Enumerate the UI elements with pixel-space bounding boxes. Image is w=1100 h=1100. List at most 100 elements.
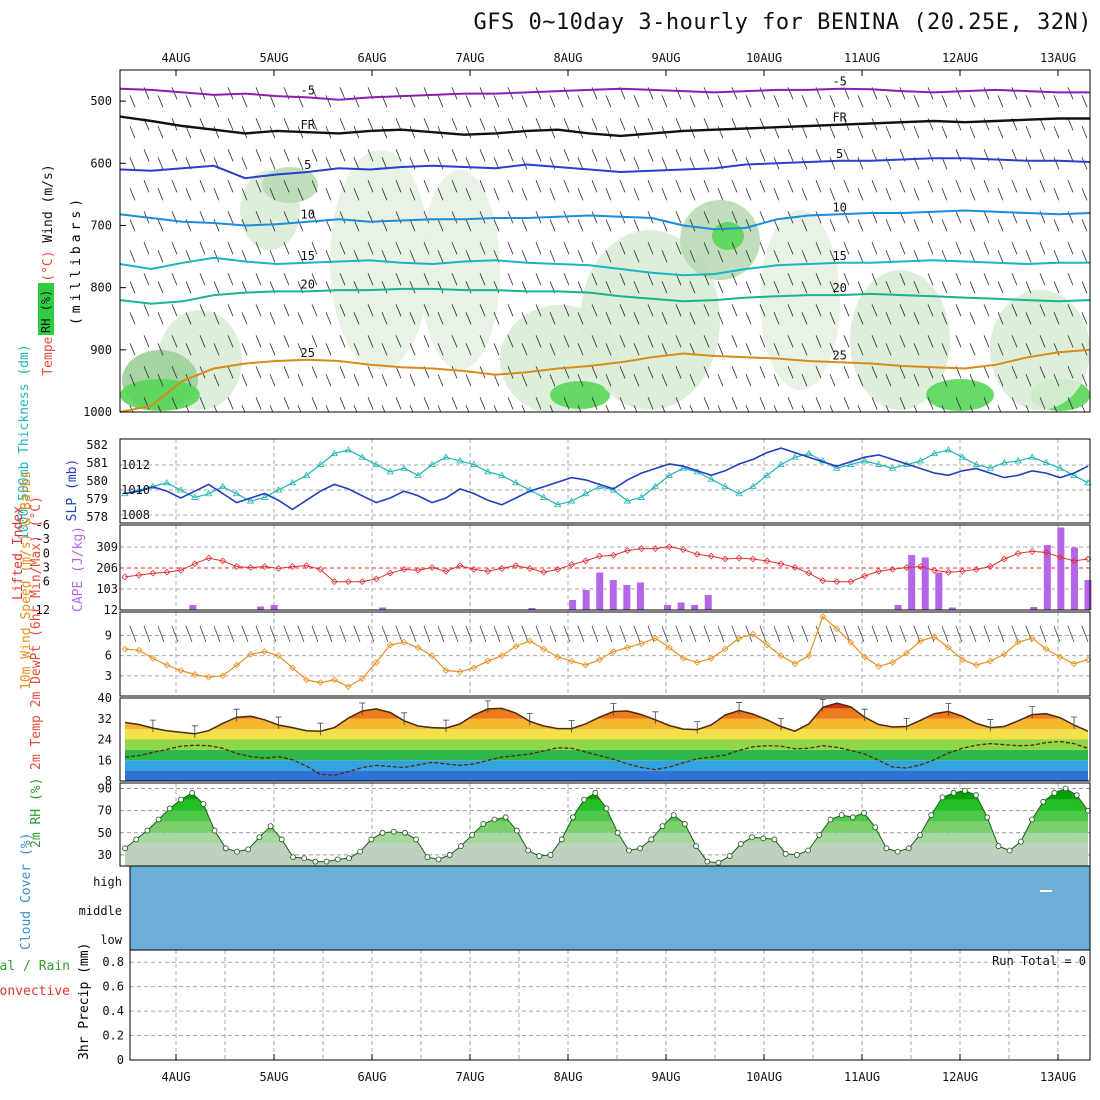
wind-barb [675, 87, 682, 100]
cloud-fill [130, 866, 1090, 950]
wind-barb [731, 366, 738, 379]
wind-marker [763, 641, 771, 649]
wind-barb [1039, 397, 1046, 410]
thickness-marker [1000, 458, 1008, 466]
cloud-level-label: low [100, 933, 122, 947]
wind-barb [913, 188, 920, 201]
wind-barb [493, 188, 500, 201]
wind-marker [721, 645, 729, 653]
wind-barb [227, 242, 234, 255]
rh-shading [850, 270, 950, 410]
wind-barb [619, 242, 626, 255]
wind-barb [129, 625, 137, 643]
isotherm-label: 5 [304, 158, 311, 172]
wind-barb [465, 126, 472, 139]
wind-tick: 9 [105, 629, 112, 643]
wind-barb [717, 625, 725, 643]
rh-shading [262, 167, 318, 203]
lifted-marker [875, 567, 883, 575]
wind-barb [311, 149, 318, 162]
rh-marker [200, 801, 207, 807]
wind-barb [227, 625, 235, 643]
wind-barb [199, 242, 206, 255]
wind-marker [749, 630, 757, 638]
wind-marker [386, 641, 394, 649]
wind-barb [1053, 188, 1060, 201]
wind-barb [913, 343, 920, 356]
wind-barb [577, 250, 584, 263]
wind-barb [409, 625, 417, 643]
wind-barb [689, 126, 696, 139]
dewpoint-line [124, 740, 1089, 776]
precip-ylabel: 3hr Precip (mm) [77, 943, 92, 1060]
rh-marker [133, 836, 140, 843]
rh-marker [838, 812, 845, 818]
wind-barb [325, 374, 332, 387]
wind-barb [395, 87, 402, 100]
date-label-bottom: 9AUG [652, 1070, 681, 1084]
wind-barb [661, 405, 666, 412]
rh-marker [704, 858, 711, 865]
wind-barb [409, 250, 416, 263]
wind-barb [815, 180, 822, 193]
wind-barb [507, 335, 514, 348]
lifted-marker [428, 564, 436, 571]
pressure-tick: 700 [90, 218, 112, 232]
wind-barb [759, 87, 766, 100]
rh-marker [234, 848, 240, 855]
wind-barb [171, 304, 178, 317]
lifted-marker [149, 569, 157, 577]
rh-marker [558, 836, 565, 843]
rh-marker [267, 823, 274, 830]
wind-marker [540, 645, 548, 653]
wind-barb [227, 118, 234, 131]
wind-barb [129, 281, 136, 294]
wind-barb [353, 312, 360, 325]
wind-barb [353, 374, 360, 387]
wind-barb [185, 188, 192, 201]
wind-barb [647, 242, 654, 255]
wind-barb [199, 397, 206, 410]
wind-barb [129, 374, 136, 387]
wind-barb [801, 188, 808, 201]
minmax-marker [568, 720, 575, 733]
lifted-marker [805, 569, 813, 577]
wind-barb [1011, 397, 1018, 410]
temp-tick: 24 [98, 733, 112, 747]
wind-barb [689, 157, 696, 170]
wind-barb [787, 304, 794, 317]
wind-barb [955, 118, 962, 131]
thickness-marker [1028, 453, 1036, 460]
wind-barb [955, 149, 962, 162]
wind-barb [423, 211, 430, 224]
wind-barb [913, 374, 920, 387]
minmax-marker [903, 718, 910, 731]
thickness-marker [609, 486, 618, 493]
rh-marker [771, 836, 778, 843]
lifted-marker [163, 568, 171, 576]
wind-barb [969, 281, 976, 294]
wind-barb [647, 149, 654, 162]
lifted-marker [303, 562, 310, 570]
wind-barb [479, 149, 486, 162]
lifted-marker [917, 563, 924, 570]
wind-barb [1025, 250, 1032, 263]
wind-barb [521, 374, 528, 387]
precip-tick: 0 [117, 1053, 124, 1067]
rh-marker [525, 847, 532, 854]
wind-barb [423, 118, 430, 131]
date-label-top: 9AUG [652, 51, 681, 65]
thickness-marker [344, 446, 353, 453]
thickness-marker [149, 482, 157, 489]
wind-barb [423, 304, 430, 317]
wind-barb [787, 335, 794, 348]
date-label-top: 12AUG [942, 51, 978, 65]
wind-barb [927, 304, 934, 317]
wind-barb [143, 625, 151, 643]
rh-shading [926, 379, 994, 411]
rh-marker [928, 812, 935, 818]
wind-barb [577, 343, 584, 356]
wind-barb [661, 343, 668, 356]
cape-bar [664, 605, 672, 610]
wind-barb [185, 126, 192, 139]
